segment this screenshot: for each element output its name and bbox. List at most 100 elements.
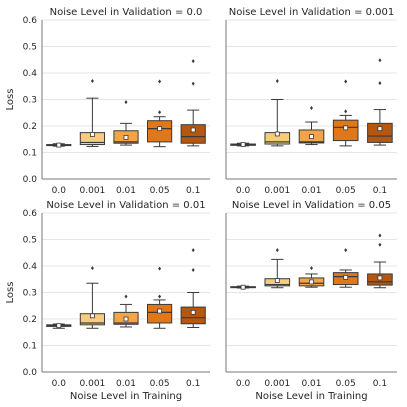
box-group <box>332 248 359 288</box>
box-group <box>180 248 206 328</box>
x-tick-label: 0.001 <box>264 186 290 196</box>
box-group <box>46 142 72 148</box>
outlier-point <box>191 59 195 64</box>
mean-marker <box>377 126 383 132</box>
x-tick-label: 0.0 <box>236 379 251 389</box>
y-tick-label: 0.4 <box>23 262 38 272</box>
y-tick-label: 0.1 <box>23 342 37 352</box>
mean-marker <box>343 125 349 131</box>
y-axis-title: Loss <box>5 89 16 111</box>
panel-3: 0.0 0.1 0.2 0.3 0.4 0.5 0.6 0.0 0.001 0.01 0.05 0.1… <box>5 200 210 402</box>
box-group <box>79 78 105 147</box>
outlier-point <box>378 58 382 63</box>
mean-marker <box>190 309 196 315</box>
outlier-point <box>344 248 348 253</box>
mean-marker <box>56 142 62 148</box>
outlier-point <box>191 81 195 86</box>
x-tick-label: 0.01 <box>116 379 136 389</box>
x-tick-label: 0.001 <box>264 379 290 389</box>
x-tick-label: 0.1 <box>373 379 387 389</box>
x-tick-label: 0.1 <box>186 186 200 196</box>
x-tick-label: 0.05 <box>150 379 170 389</box>
box <box>147 120 173 143</box>
box-group <box>298 105 325 146</box>
box-group <box>180 59 206 147</box>
box-group <box>332 79 359 147</box>
box-group <box>147 79 173 148</box>
y-tick-label: 0.5 <box>23 236 37 246</box>
outlier-point <box>158 79 162 84</box>
x-tick-label: 0.1 <box>373 186 387 196</box>
y-tick-label: 0.1 <box>23 149 37 159</box>
x-tick-label: 0.0 <box>236 186 251 196</box>
box-group <box>264 248 291 289</box>
outlier-point <box>310 266 313 271</box>
mean-marker <box>240 284 246 290</box>
box <box>180 306 206 325</box>
y-tick-label: 0.2 <box>23 122 37 132</box>
outlier-point <box>158 266 162 271</box>
x-tick-label: 0.05 <box>150 186 170 196</box>
mean-marker <box>309 279 314 285</box>
x-tick-label: 0.05 <box>336 186 356 196</box>
box-group <box>113 294 139 328</box>
outlier-point <box>158 110 162 115</box>
outlier-point <box>378 81 382 86</box>
mean-marker <box>157 126 163 132</box>
x-tick-label: 0.01 <box>301 379 321 389</box>
outlier-point <box>191 248 195 253</box>
mean-marker <box>309 134 314 140</box>
x-tick-label: 0.01 <box>301 186 321 196</box>
y-tick-label: 0.6 <box>23 16 38 26</box>
y-tick-label: 0.4 <box>23 69 38 79</box>
outlier-point <box>90 266 94 271</box>
y-tick-label: 0.0 <box>23 368 38 378</box>
outlier-point <box>310 105 313 110</box>
panel-title: Noise Level in Validation = 0.001 <box>229 7 395 18</box>
box-group <box>367 233 393 289</box>
x-tick-label: 0.1 <box>186 379 200 389</box>
outlier-point <box>344 109 348 114</box>
mean-marker <box>157 308 163 314</box>
outlier-point <box>275 78 279 83</box>
x-axis-title: Noise Level in Training <box>70 391 182 402</box>
box-group <box>367 58 393 146</box>
box <box>367 122 393 143</box>
box-group <box>264 78 291 147</box>
x-tick-label: 0.0 <box>52 186 67 196</box>
panel-title: Noise Level in Validation = 0.01 <box>46 200 205 211</box>
box-group <box>298 266 325 288</box>
box-group <box>79 266 105 329</box>
mean-marker <box>56 323 62 329</box>
box-group <box>113 100 139 146</box>
x-tick-label: 0.05 <box>336 379 356 389</box>
outlier-point <box>158 294 162 299</box>
outlier-point <box>124 294 128 299</box>
mean-marker <box>90 313 95 319</box>
x-tick-label: 0.001 <box>80 379 106 389</box>
outlier-point <box>344 79 348 84</box>
mean-marker <box>274 131 280 137</box>
box-group <box>46 323 72 329</box>
outlier-point <box>124 100 128 105</box>
mean-marker <box>343 274 349 280</box>
outlier-point <box>378 233 382 238</box>
y-tick-label: 0.0 <box>23 175 38 185</box>
panel-4: 0.0 0.001 0.01 0.05 0.1 Noise Level in Valida… <box>225 200 397 402</box>
outlier-point <box>275 248 279 253</box>
x-tick-label: 0.001 <box>80 186 106 196</box>
x-axis-title: Noise Level in Training <box>255 391 367 402</box>
y-tick-label: 0.5 <box>23 43 37 53</box>
mean-marker <box>123 134 129 140</box>
panel-title: Noise Level in Validation = 0.05 <box>232 200 391 211</box>
box <box>180 124 206 144</box>
y-tick-label: 0.3 <box>23 289 37 299</box>
mean-marker <box>274 278 280 283</box>
panel-1: 0.0 0.1 0.2 0.3 0.4 0.5 0.6 0.0 0.001 0.01 0.05 0.1… <box>5 7 210 196</box>
outlier-point <box>90 78 94 83</box>
panel-title: Noise Level in Validation = 0.0 <box>50 7 203 18</box>
mean-marker <box>377 275 383 281</box>
box-group <box>230 284 256 290</box>
x-tick-label: 0.0 <box>52 379 67 389</box>
